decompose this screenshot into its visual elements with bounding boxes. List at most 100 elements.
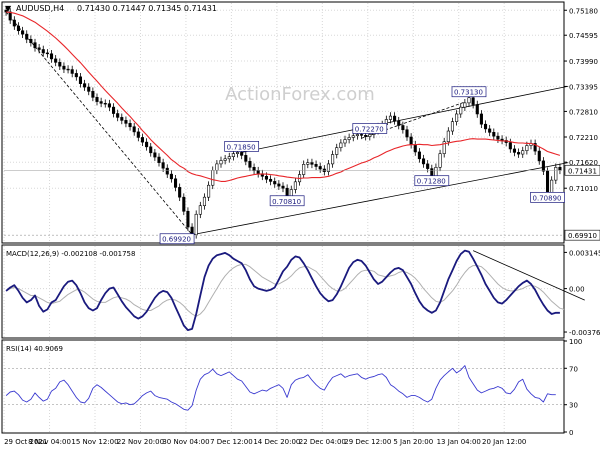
price-annotation-box xyxy=(451,86,487,98)
candle-body xyxy=(421,158,426,165)
candle-body xyxy=(165,167,169,175)
candle-body xyxy=(525,145,529,151)
price-annotation-label: 0.70810 xyxy=(272,198,301,206)
candle-body xyxy=(273,181,277,185)
candle-body xyxy=(132,126,136,133)
ohlc-readout: 0.71430 0.71447 0.71345 0.71431 xyxy=(77,4,217,13)
candle-body xyxy=(186,210,190,228)
candle-body xyxy=(343,139,347,144)
price-y-tick-label: 0.73395 xyxy=(569,83,598,91)
candle-body xyxy=(554,167,558,181)
candle-body xyxy=(173,178,178,188)
candle-body xyxy=(471,97,475,105)
candle-body xyxy=(393,115,397,122)
price-y-tick-label: 0.72210 xyxy=(569,134,598,142)
candle-body xyxy=(331,154,335,165)
candle-body xyxy=(21,30,25,35)
candle-body xyxy=(87,86,91,92)
low-price-box xyxy=(564,229,600,241)
candle-body xyxy=(124,120,128,124)
candle-body xyxy=(182,196,186,212)
candle-body xyxy=(397,120,401,126)
candle-body xyxy=(339,142,343,148)
candle-body xyxy=(463,102,467,108)
candle-body xyxy=(479,113,483,125)
candle-body xyxy=(153,152,157,158)
trendline xyxy=(191,162,569,236)
candle-body xyxy=(202,196,207,207)
candle-body xyxy=(500,138,504,141)
candle-body xyxy=(459,106,463,115)
candle-body xyxy=(211,170,215,186)
candle-body xyxy=(145,141,149,148)
macd-title: MACD(12,26,9) -0.002108 -0.001758 xyxy=(6,250,135,258)
candle-body xyxy=(293,181,297,190)
low-price-label: 0.69910 xyxy=(568,232,597,240)
candle-body xyxy=(446,130,450,143)
macd-trendline xyxy=(472,250,585,301)
macd-panel-frame xyxy=(1,244,565,339)
collapse-triangle-icon[interactable]: ▼ xyxy=(5,4,12,13)
rsi-title: RSI(14) 40.9069 xyxy=(6,345,63,353)
rsi-y-tick-label: 100 xyxy=(569,338,582,346)
rsi-panel-frame xyxy=(1,339,565,434)
price-annotation-box xyxy=(159,233,195,245)
candle-body xyxy=(326,163,331,172)
candle-body xyxy=(508,142,512,150)
candle-body xyxy=(364,135,368,137)
candle-body xyxy=(16,25,21,32)
candle-body xyxy=(355,134,359,137)
candle-body xyxy=(169,173,173,180)
candle-body xyxy=(149,146,153,154)
candle-body xyxy=(368,134,372,137)
candle-body xyxy=(207,184,211,198)
trendline xyxy=(5,11,193,236)
grid-layer xyxy=(3,3,562,432)
candle-body xyxy=(41,49,45,54)
x-tick-label: 15 Nov 12:00 xyxy=(71,438,118,446)
candle-body xyxy=(450,121,455,132)
price-annotation-box xyxy=(224,141,260,152)
price-layer: 0.69920 0.71850 0.70810 0.72270 0.73130 0.712… xyxy=(4,6,569,245)
candle-body xyxy=(281,185,285,189)
candle-body xyxy=(277,183,281,187)
candle-body xyxy=(157,156,161,163)
candle-body xyxy=(256,170,260,175)
rsi-layer xyxy=(5,365,556,411)
price-annotation-box xyxy=(530,191,565,203)
watermark: ActionForex.com xyxy=(225,84,375,105)
candle-body xyxy=(401,125,405,131)
candle-body xyxy=(467,97,471,104)
candle-body xyxy=(49,53,54,60)
candle-body xyxy=(74,73,78,78)
candle-body xyxy=(417,151,421,160)
candle-body xyxy=(517,152,521,155)
candle-body xyxy=(215,163,219,171)
candle-body xyxy=(302,164,306,175)
candle-body xyxy=(29,38,33,43)
price-y-tick-label: 0.71010 xyxy=(569,185,598,193)
x-tick-label: 22 Dec 04:00 xyxy=(299,438,346,446)
candle-body xyxy=(388,115,393,120)
macd-y-tick-label: -0.003768 xyxy=(569,329,600,337)
candle-body xyxy=(442,141,446,154)
x-tick-label: 29 Dec 12:00 xyxy=(344,438,391,446)
candle-body xyxy=(99,101,103,104)
macd-line xyxy=(5,249,560,332)
candle-body xyxy=(136,131,140,138)
candle-body xyxy=(409,136,413,145)
candle-body xyxy=(492,132,496,137)
symbol-label: AUDUSD,H4 xyxy=(16,4,64,13)
x-tick-label: 22 Nov 20:00 xyxy=(117,438,164,446)
candle-body xyxy=(223,158,227,161)
price-annotation-label: 0.71850 xyxy=(227,143,256,151)
candle-body xyxy=(434,167,438,178)
x-tick-label: 29 Oct 2021 xyxy=(4,438,47,446)
candle-body xyxy=(140,137,145,143)
macd-layer xyxy=(5,249,585,332)
candle-body xyxy=(558,167,562,171)
candle-body xyxy=(58,62,62,67)
price-annotation-label: 0.70890 xyxy=(533,194,562,202)
candle-body xyxy=(347,137,351,140)
